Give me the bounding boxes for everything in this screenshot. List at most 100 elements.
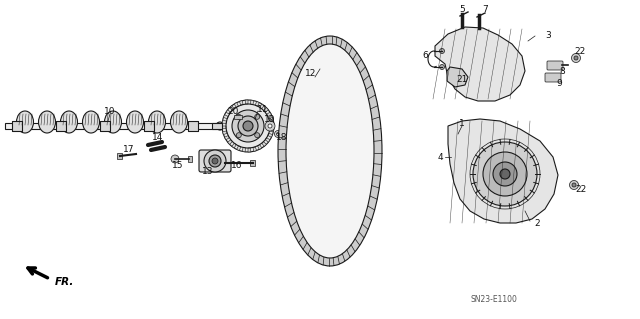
- Polygon shape: [232, 143, 236, 148]
- Ellipse shape: [38, 111, 56, 133]
- Polygon shape: [269, 117, 273, 121]
- Polygon shape: [262, 142, 266, 146]
- Bar: [117, 153, 122, 159]
- Polygon shape: [253, 147, 257, 151]
- Ellipse shape: [170, 111, 188, 133]
- Circle shape: [222, 100, 274, 152]
- Circle shape: [236, 133, 241, 138]
- Polygon shape: [230, 106, 234, 110]
- Circle shape: [493, 162, 517, 186]
- Text: 22: 22: [575, 184, 587, 194]
- Ellipse shape: [127, 111, 143, 133]
- Bar: [250, 160, 255, 166]
- Text: 12: 12: [305, 70, 317, 78]
- Circle shape: [473, 142, 537, 206]
- Polygon shape: [228, 140, 232, 145]
- Polygon shape: [234, 103, 239, 108]
- Circle shape: [276, 132, 280, 136]
- Text: FR.: FR.: [55, 277, 74, 287]
- Circle shape: [483, 152, 527, 196]
- Polygon shape: [239, 101, 243, 105]
- Text: 13: 13: [202, 167, 214, 175]
- Polygon shape: [447, 67, 468, 87]
- FancyBboxPatch shape: [547, 61, 563, 70]
- Bar: [188, 121, 198, 131]
- FancyBboxPatch shape: [545, 73, 561, 82]
- Circle shape: [204, 150, 226, 172]
- Polygon shape: [248, 148, 251, 152]
- Text: 19: 19: [264, 115, 276, 123]
- Ellipse shape: [17, 111, 33, 133]
- Text: 16: 16: [231, 161, 243, 170]
- Text: 15: 15: [172, 161, 184, 170]
- Text: 3: 3: [545, 32, 551, 41]
- Circle shape: [572, 54, 580, 63]
- Text: 20: 20: [227, 108, 239, 116]
- Polygon shape: [223, 131, 227, 135]
- Bar: [188, 156, 192, 162]
- Polygon shape: [260, 104, 264, 109]
- Circle shape: [238, 116, 258, 136]
- Polygon shape: [265, 138, 270, 142]
- Circle shape: [243, 121, 253, 131]
- Circle shape: [236, 114, 241, 119]
- Text: 5: 5: [459, 4, 465, 13]
- Text: 18: 18: [276, 133, 288, 143]
- Ellipse shape: [83, 111, 99, 133]
- Circle shape: [255, 133, 260, 138]
- Polygon shape: [448, 119, 558, 223]
- Polygon shape: [245, 100, 248, 104]
- Text: 14: 14: [152, 132, 164, 142]
- Bar: [100, 121, 110, 131]
- Bar: [56, 121, 66, 131]
- Ellipse shape: [278, 36, 382, 266]
- Polygon shape: [267, 112, 271, 116]
- Polygon shape: [268, 133, 273, 137]
- Polygon shape: [226, 110, 231, 114]
- Polygon shape: [222, 120, 227, 123]
- Circle shape: [572, 183, 576, 187]
- Circle shape: [275, 130, 282, 137]
- FancyBboxPatch shape: [199, 150, 231, 172]
- Polygon shape: [223, 115, 228, 119]
- Circle shape: [216, 122, 224, 130]
- Polygon shape: [269, 129, 274, 132]
- Polygon shape: [264, 108, 268, 112]
- Text: 1: 1: [459, 120, 465, 129]
- Bar: [234, 115, 242, 119]
- Circle shape: [265, 121, 275, 131]
- Ellipse shape: [61, 111, 77, 133]
- Polygon shape: [435, 27, 525, 101]
- Text: 17: 17: [124, 145, 135, 153]
- Text: 2: 2: [534, 219, 540, 227]
- Text: 11: 11: [257, 105, 269, 114]
- Text: 7: 7: [482, 4, 488, 13]
- Text: 4: 4: [437, 152, 443, 161]
- Circle shape: [209, 155, 221, 167]
- Circle shape: [171, 155, 179, 163]
- Text: 8: 8: [559, 68, 565, 77]
- Polygon shape: [225, 136, 229, 140]
- Text: 9: 9: [556, 79, 562, 88]
- Text: 10: 10: [104, 107, 116, 115]
- Bar: [212, 123, 222, 129]
- Polygon shape: [257, 145, 262, 149]
- Circle shape: [255, 114, 260, 119]
- Text: 21: 21: [456, 76, 468, 85]
- Circle shape: [440, 48, 445, 54]
- Bar: [5, 123, 220, 129]
- Polygon shape: [222, 126, 226, 129]
- Text: SN23-E1100: SN23-E1100: [470, 294, 517, 303]
- Circle shape: [574, 56, 578, 60]
- Polygon shape: [270, 123, 274, 126]
- Text: 6: 6: [422, 50, 428, 60]
- Ellipse shape: [148, 111, 166, 133]
- Circle shape: [232, 110, 264, 142]
- Ellipse shape: [104, 111, 122, 133]
- Bar: [144, 121, 154, 131]
- Bar: [12, 121, 22, 131]
- Circle shape: [500, 169, 510, 179]
- Text: 22: 22: [574, 48, 586, 56]
- Polygon shape: [237, 146, 241, 151]
- Polygon shape: [250, 100, 254, 105]
